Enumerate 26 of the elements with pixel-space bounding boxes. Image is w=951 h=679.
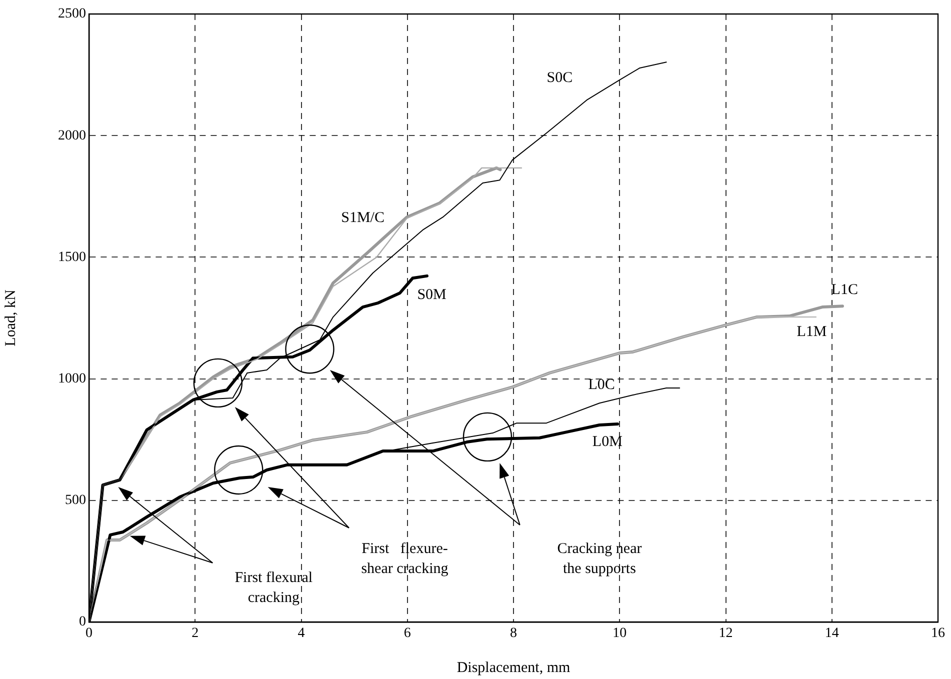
x-axis-title: Displacement, mm — [456, 660, 570, 676]
annotation: First flexure- shear cracking — [361, 540, 449, 577]
y-tick-label: 0 — [79, 614, 86, 630]
annotation: L1C — [831, 282, 858, 298]
y-axis-title: Load, kN — [2, 290, 19, 346]
y-tick-label: 1500 — [58, 250, 86, 265]
y-tick-label: 500 — [65, 493, 86, 508]
annotation: L0M — [592, 434, 622, 450]
annotation: First flexural cracking — [234, 570, 313, 606]
annotation: L0C — [588, 376, 615, 393]
x-tick-label: 8 — [510, 626, 517, 642]
annotation: Cracking near the supports — [557, 540, 642, 577]
annotation: S0M — [417, 286, 446, 303]
x-tick-label: 14 — [824, 626, 839, 642]
x-tick-label: 10 — [612, 626, 627, 642]
annotation: S0C — [546, 70, 573, 86]
x-tick-label: 16 — [931, 626, 945, 642]
x-tick-label: 2 — [192, 626, 199, 642]
y-tick-label: 1000 — [58, 371, 86, 386]
annotation: S1M/C — [341, 210, 384, 226]
x-tick-label: 12 — [718, 626, 733, 642]
y-tick-label: 2000 — [58, 128, 86, 144]
annotation: L1M — [796, 324, 827, 340]
x-tick-label: 4 — [298, 626, 305, 642]
x-tick-label: 6 — [404, 626, 411, 642]
y-tick-label: 2500 — [58, 6, 86, 22]
